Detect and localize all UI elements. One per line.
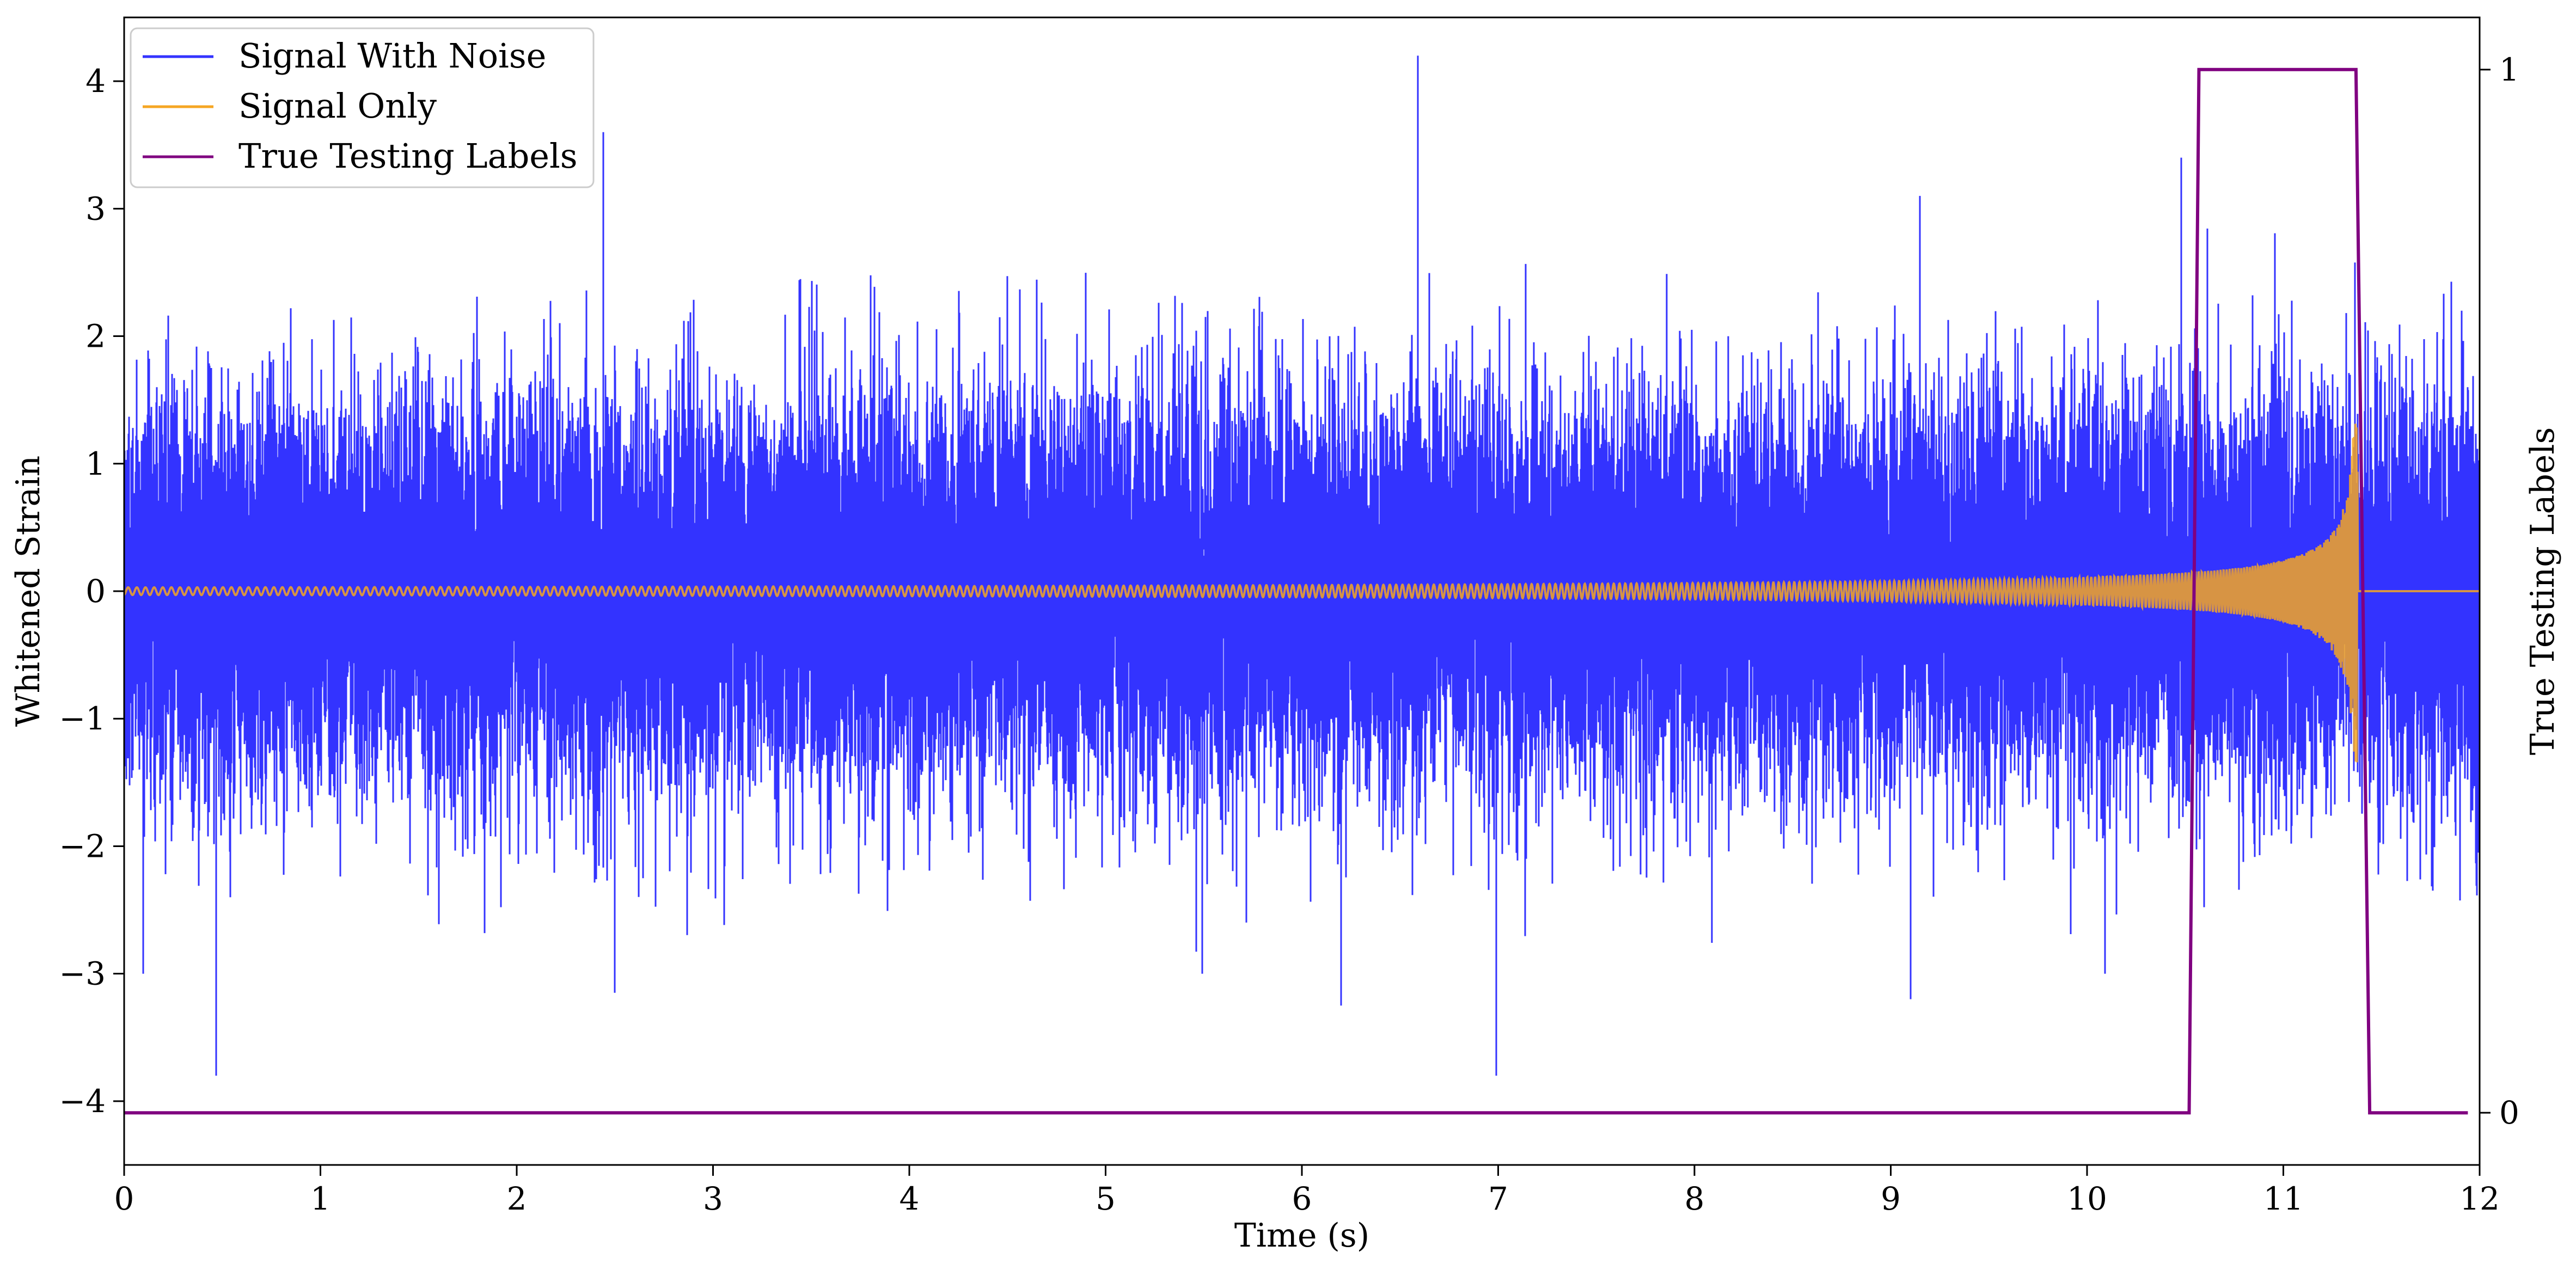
y-tick-label: −3 bbox=[59, 955, 106, 992]
x-tick-label: 7 bbox=[1488, 1180, 1508, 1217]
y-axis-label: Whitened Strain bbox=[9, 456, 47, 727]
y-axis-right: 01 bbox=[2480, 51, 2519, 1131]
y-tick-label: 2 bbox=[85, 318, 106, 355]
x-tick-label: 5 bbox=[1096, 1180, 1116, 1217]
legend-label-true-testing-labels: True Testing Labels bbox=[238, 136, 578, 176]
x-axis: 0 1 2 3 4 5 6 7 8 9 10 11 12 bbox=[114, 1165, 2500, 1217]
legend-box bbox=[130, 27, 595, 188]
noise-trace bbox=[124, 56, 2480, 1076]
x-tick-label: 12 bbox=[2459, 1180, 2500, 1217]
series-signal-with-noise bbox=[124, 56, 2480, 1076]
y-tick-label: 3 bbox=[85, 190, 106, 227]
y2-tick-label: 0 bbox=[2499, 1094, 2519, 1131]
x-tick-label: 4 bbox=[900, 1180, 920, 1217]
x-tick-label: 11 bbox=[2263, 1180, 2304, 1217]
y2-axis-label: True Testing Labels bbox=[2524, 427, 2562, 756]
y-tick-label: −1 bbox=[59, 700, 106, 737]
legend: Signal With Noise Signal Only True Testi… bbox=[130, 27, 595, 188]
x-tick-label: 9 bbox=[1881, 1180, 1901, 1217]
series-true-testing-labels bbox=[124, 68, 2468, 1115]
y-tick-label: 0 bbox=[85, 573, 106, 610]
y-tick-label: −4 bbox=[59, 1083, 106, 1120]
x-tick-label: 1 bbox=[310, 1180, 331, 1217]
x-tick-label: 6 bbox=[1292, 1180, 1312, 1217]
legend-label-signal-with-noise: Signal With Noise bbox=[238, 36, 546, 76]
y-tick-label: 1 bbox=[85, 445, 106, 482]
x-tick-label: 8 bbox=[1685, 1180, 1705, 1217]
x-tick-label: 10 bbox=[2067, 1180, 2107, 1217]
y2-tick-label: 1 bbox=[2499, 51, 2519, 88]
y-tick-label: −2 bbox=[59, 827, 106, 864]
x-axis-label: Time (s) bbox=[1234, 1217, 1369, 1255]
x-tick-label: 2 bbox=[507, 1180, 527, 1217]
y-tick-label: 4 bbox=[85, 63, 106, 100]
y-axis-left: −4 −3 −2 −1 0 1 2 3 4 bbox=[59, 63, 124, 1120]
x-tick-label: 3 bbox=[703, 1180, 723, 1217]
x-tick-label: 0 bbox=[114, 1180, 134, 1217]
series-signal-only bbox=[124, 424, 2480, 763]
legend-label-signal-only: Signal Only bbox=[238, 86, 437, 126]
